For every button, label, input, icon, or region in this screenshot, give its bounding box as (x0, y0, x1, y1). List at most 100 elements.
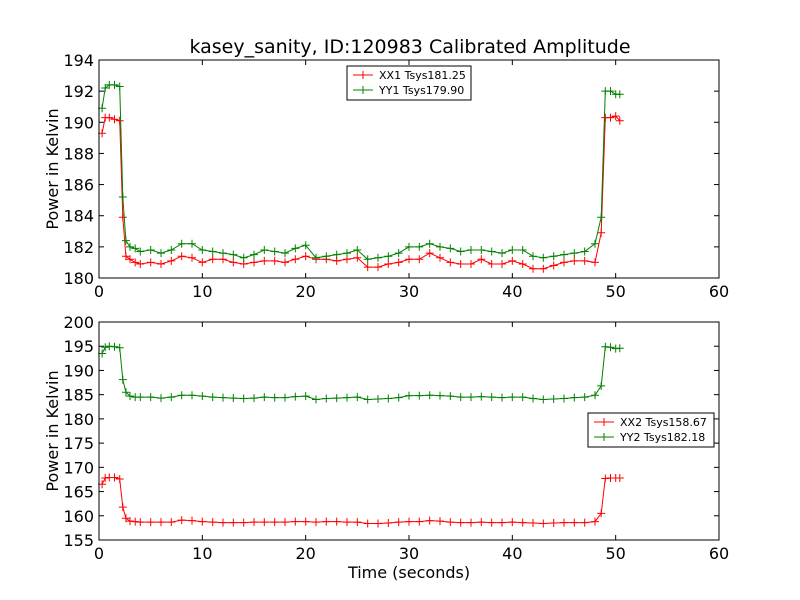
data-point (425, 516, 434, 525)
data-point (477, 246, 486, 254)
data-point (157, 249, 165, 258)
data-point (436, 253, 444, 262)
data-point (208, 518, 217, 527)
data-point (597, 381, 606, 390)
data-point (301, 392, 310, 401)
legend-box (587, 412, 715, 448)
data-point (508, 393, 517, 402)
data-point (312, 518, 320, 527)
data-point (260, 256, 269, 265)
data-point (270, 393, 279, 402)
data-point (498, 260, 506, 268)
data-point (239, 394, 248, 403)
data-point (425, 239, 434, 248)
data-point (353, 246, 362, 254)
data-point (560, 250, 568, 259)
data-point (126, 392, 134, 401)
top-panel: 0 10 20 30 40 50 60 180 182 184 186 188 190 192 194 Pow… (43, 51, 729, 301)
data-point (131, 258, 140, 267)
data-point (167, 518, 176, 527)
data-point (118, 375, 127, 384)
data-point (570, 393, 579, 402)
data-point (353, 253, 362, 262)
data-point (529, 394, 537, 403)
data-point (415, 391, 424, 400)
data-point (415, 255, 424, 264)
data-point (208, 393, 217, 402)
data-point (177, 252, 186, 261)
data-point (260, 246, 269, 254)
y-tick-label: 155 (63, 531, 94, 550)
legend-marker (600, 418, 608, 426)
data-point (606, 113, 615, 122)
data-point (291, 517, 300, 526)
data-point (115, 475, 124, 483)
data-point (146, 393, 155, 402)
data-point (343, 518, 351, 527)
data-point (456, 260, 465, 268)
data-point (332, 250, 341, 259)
data-point (615, 116, 624, 125)
data-point (121, 236, 130, 245)
x-tick-label: 10 (192, 282, 212, 301)
series-1 (98, 473, 624, 528)
data-point (229, 258, 238, 267)
data-point (291, 244, 300, 253)
legend-marker (600, 433, 608, 441)
y-tick-label: 170 (63, 458, 94, 477)
data-point (560, 518, 568, 527)
data-point (250, 258, 258, 267)
data-point (312, 395, 320, 404)
data-point (446, 258, 455, 267)
data-point (498, 393, 506, 402)
data-point (301, 241, 310, 250)
data-point (539, 395, 548, 404)
data-point (508, 246, 517, 254)
data-point (229, 518, 238, 527)
data-point (131, 244, 140, 253)
data-point (518, 260, 527, 268)
series-2 (98, 80, 624, 264)
data-point (115, 116, 124, 125)
data-point (436, 242, 444, 251)
y-tick-label: 200 (63, 313, 94, 332)
data-point (591, 239, 599, 248)
data-point (384, 394, 393, 403)
data-point (477, 255, 486, 264)
data-point (549, 252, 558, 261)
data-point (384, 252, 393, 261)
data-point (188, 239, 196, 248)
data-point (167, 246, 176, 254)
data-point (301, 517, 310, 526)
data-point (101, 343, 110, 352)
data-point (456, 247, 465, 256)
data-point (615, 90, 624, 99)
data-point (374, 263, 382, 272)
data-point (570, 518, 579, 527)
data-point (110, 342, 119, 351)
data-point (539, 519, 548, 528)
data-point (353, 393, 362, 402)
y-tick-label: 194 (63, 51, 94, 70)
data-point (477, 392, 486, 401)
data-point (270, 518, 279, 527)
data-point (591, 517, 599, 526)
y-axis-label: Power in Kelvin (43, 370, 62, 491)
y-axis-label: Power in Kelvin (43, 108, 62, 229)
data-point (343, 393, 351, 402)
y-tick-label: 175 (63, 434, 94, 453)
data-point (405, 517, 413, 526)
data-point (529, 264, 537, 273)
data-point (549, 519, 558, 527)
data-point (487, 393, 496, 402)
data-point (518, 246, 527, 254)
data-point (121, 514, 130, 523)
data-point (363, 519, 372, 528)
data-point (529, 519, 537, 527)
x-tick-label: 10 (192, 544, 212, 563)
data-point (146, 258, 155, 267)
x-tick-label: 60 (709, 544, 729, 563)
data-point (394, 258, 403, 267)
data-point (312, 253, 320, 262)
